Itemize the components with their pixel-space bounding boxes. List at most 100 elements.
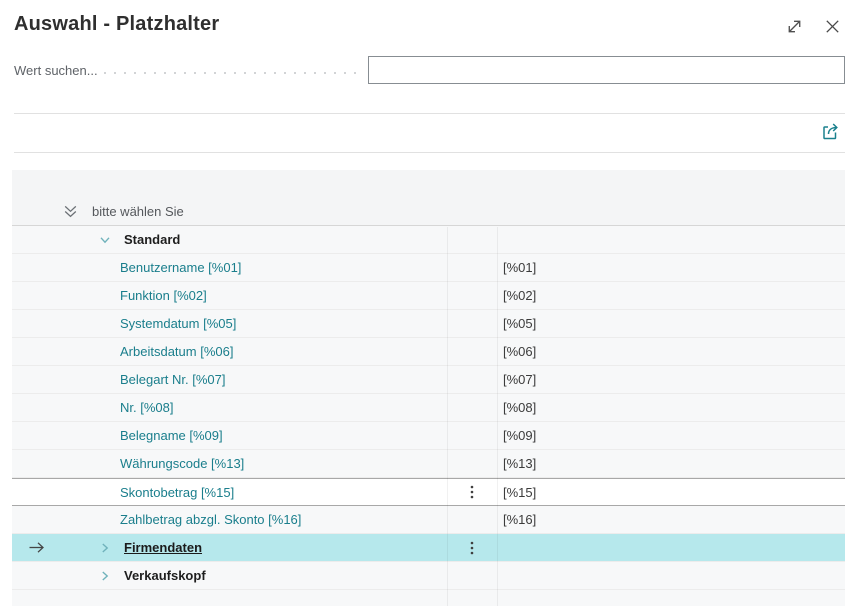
- placeholder-value: [%05]: [503, 316, 537, 331]
- placeholder-row[interactable]: Funktion [%02] [%02]: [12, 282, 845, 310]
- share-icon: [823, 123, 838, 140]
- placeholder-value: [%07]: [503, 372, 537, 387]
- row-indicator-cell: [12, 282, 62, 309]
- placeholder-row[interactable]: Nr. [%08] [%08]: [12, 394, 845, 422]
- placeholder-link[interactable]: Währungscode [%13]: [120, 456, 245, 471]
- row-indicator-cell: [12, 394, 62, 421]
- row-indicator-cell: [12, 562, 62, 589]
- row-menu-cell: [447, 534, 497, 561]
- row-indicator-cell: [12, 534, 62, 561]
- name-cell: Skontobetrag [%15]: [62, 479, 447, 505]
- placeholder-value: [%01]: [503, 260, 537, 275]
- group-label[interactable]: Standard: [124, 232, 181, 247]
- placeholder-link[interactable]: Nr. [%08]: [120, 400, 174, 415]
- row-indicator-cell: [12, 506, 62, 533]
- row-menu-button[interactable]: [465, 540, 479, 556]
- dialog-title: Auswahl - Platzhalter: [14, 13, 220, 35]
- placeholder-link[interactable]: Benutzername [%01]: [120, 260, 242, 275]
- expand-diagonal-icon: [788, 20, 801, 33]
- grid-header: bitte wählen Sie: [12, 170, 845, 226]
- header-prompt: bitte wählen Sie: [92, 203, 184, 219]
- divider: [14, 113, 845, 114]
- group-label[interactable]: Verkaufskopf: [124, 568, 206, 583]
- row-indicator-cell: [12, 422, 62, 449]
- search-input[interactable]: [368, 56, 845, 84]
- arrow-right-icon: [29, 542, 44, 553]
- placeholder-row[interactable]: Zahlbetrag abzgl. Skonto [%16] [%16]: [12, 506, 845, 534]
- chevron-right-icon: [102, 542, 109, 553]
- placeholder-link[interactable]: Belegart Nr. [%07]: [120, 372, 226, 387]
- window-controls: [783, 15, 844, 38]
- share-button[interactable]: [818, 119, 842, 143]
- chevron-right-icon: [102, 570, 109, 581]
- ellipsis-vertical-icon: [470, 485, 474, 499]
- value-cell: [%13]: [497, 450, 845, 477]
- placeholder-row[interactable]: Benutzername [%01] [%01]: [12, 254, 845, 282]
- dotted-leader: [104, 72, 358, 74]
- row-menu-cell: [447, 422, 497, 449]
- placeholder-row[interactable]: Skontobetrag [%15] [%15]: [12, 478, 845, 506]
- placeholder-link[interactable]: Belegname [%09]: [120, 428, 223, 443]
- row-menu-cell: [447, 366, 497, 393]
- row-menu-button[interactable]: [465, 484, 479, 500]
- placeholder-row[interactable]: Belegart Nr. [%07] [%07]: [12, 366, 845, 394]
- group-row[interactable]: Verkaufskopf: [12, 562, 845, 590]
- grid-rows: Standard Benutzername [%01] [%01] Funktion …: [12, 226, 845, 590]
- name-cell: Verkaufskopf: [62, 562, 447, 589]
- close-icon: [826, 20, 839, 33]
- expand-dialog-button[interactable]: [783, 15, 806, 38]
- value-cell: [%09]: [497, 422, 845, 449]
- ellipsis-vertical-icon: [470, 541, 474, 554]
- name-cell: Funktion [%02]: [62, 282, 447, 309]
- row-menu-cell: [447, 394, 497, 421]
- value-cell: [%06]: [497, 338, 845, 365]
- placeholder-link[interactable]: Skontobetrag [%15]: [120, 484, 235, 500]
- name-cell: Belegname [%09]: [62, 422, 447, 449]
- placeholder-value: [%13]: [503, 456, 537, 471]
- name-cell: Belegart Nr. [%07]: [62, 366, 447, 393]
- row-indicator-cell: [12, 254, 62, 281]
- row-menu-cell: [447, 310, 497, 337]
- placeholder-value: [%02]: [503, 288, 537, 303]
- group-row[interactable]: Firmendaten: [12, 534, 845, 562]
- row-menu-cell: [447, 479, 497, 505]
- placeholder-row[interactable]: Belegname [%09] [%09]: [12, 422, 845, 450]
- name-cell: Währungscode [%13]: [62, 450, 447, 477]
- placeholder-value: [%16]: [503, 512, 537, 527]
- row-menu-cell: [447, 450, 497, 477]
- value-cell: [%08]: [497, 394, 845, 421]
- expand-toggle[interactable]: [98, 541, 112, 555]
- placeholder-link[interactable]: Arbeitsdatum [%06]: [120, 344, 234, 359]
- group-label[interactable]: Firmendaten: [124, 540, 203, 555]
- close-dialog-button[interactable]: [821, 15, 844, 38]
- row-menu-cell: [447, 254, 497, 281]
- name-cell: Arbeitsdatum [%06]: [62, 338, 447, 365]
- placeholder-grid: bitte wählen Sie Standard Benutzername [%…: [12, 170, 845, 606]
- collapse-all-button[interactable]: [62, 203, 79, 220]
- value-cell: [497, 562, 845, 589]
- placeholder-link[interactable]: Zahlbetrag abzgl. Skonto [%16]: [120, 512, 302, 527]
- placeholder-value: [%08]: [503, 400, 537, 415]
- row-indicator-cell: [12, 310, 62, 337]
- group-row[interactable]: Standard: [12, 226, 845, 254]
- placeholder-link[interactable]: Funktion [%02]: [120, 288, 207, 303]
- placeholder-row[interactable]: Währungscode [%13] [%13]: [12, 450, 845, 478]
- placeholder-row[interactable]: Systemdatum [%05] [%05]: [12, 310, 845, 338]
- placeholder-link[interactable]: Systemdatum [%05]: [120, 316, 237, 331]
- placeholder-row[interactable]: Arbeitsdatum [%06] [%06]: [12, 338, 845, 366]
- name-cell: Firmendaten: [62, 534, 447, 561]
- row-menu-cell: [447, 506, 497, 533]
- chevron-down-icon: [100, 236, 110, 243]
- value-cell: [%01]: [497, 254, 845, 281]
- value-cell: [497, 226, 845, 253]
- row-menu-cell: [447, 282, 497, 309]
- expand-toggle[interactable]: [98, 569, 112, 583]
- expand-toggle[interactable]: [98, 233, 112, 247]
- row-indicator-cell: [12, 366, 62, 393]
- grid-header-row: bitte wählen Sie: [12, 197, 845, 225]
- value-cell: [%05]: [497, 310, 845, 337]
- name-cell: Standard: [62, 226, 447, 253]
- search-label: Wert suchen...: [14, 63, 98, 78]
- row-indicator-cell: [12, 450, 62, 477]
